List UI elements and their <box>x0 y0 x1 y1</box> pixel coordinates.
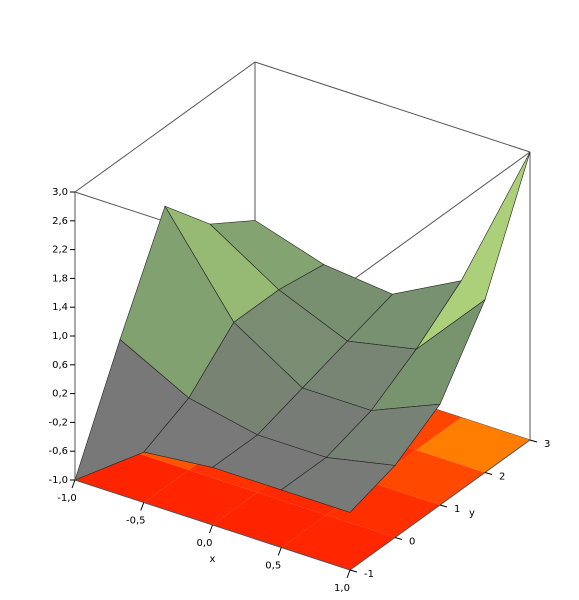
floor-contour-cell <box>143 470 258 525</box>
z-tick-label: 3,0 <box>52 187 68 198</box>
z-tick-label: 1,4 <box>52 302 68 313</box>
y-tick <box>529 439 538 443</box>
y-tick <box>394 537 403 540</box>
x-tick-label: -1,0 <box>57 493 77 504</box>
z-tick-label: 1,0 <box>52 331 68 342</box>
y-tick-label: 2 <box>499 472 505 483</box>
y-axis-label: y <box>469 508 475 519</box>
box-edge <box>254 61 531 153</box>
z-tick-label: 2,6 <box>52 216 68 227</box>
z-tick-label: -0,2 <box>48 417 68 428</box>
y-tick <box>484 472 493 475</box>
floor-contour-cell <box>281 515 395 570</box>
x-tick-label: 0,0 <box>197 538 213 549</box>
x-tick-label: 1,0 <box>334 583 350 594</box>
x-tick <box>346 569 351 579</box>
floor-contour-cell <box>212 492 327 548</box>
x-tick-label: 0,5 <box>265 561 281 572</box>
y-tick-label: 1 <box>454 504 460 515</box>
x-tick-label: -0,5 <box>126 516 146 527</box>
z-tick-label: 2,2 <box>52 245 68 256</box>
x-tick <box>140 502 145 511</box>
y-tick-label: 3 <box>544 439 550 450</box>
x-tick <box>209 524 213 534</box>
z-tick-label: 0,2 <box>52 389 68 400</box>
box-edge <box>349 151 531 283</box>
z-tick-label: 0,6 <box>52 360 68 371</box>
y-tick-label: 0 <box>409 537 415 548</box>
y-tick <box>439 504 448 508</box>
y-tick <box>349 569 358 573</box>
x-tick <box>277 547 282 556</box>
y-tick-label: -1 <box>364 569 374 580</box>
z-tick-label: 1,8 <box>52 273 68 284</box>
surface-cell <box>280 457 396 513</box>
x-tick <box>71 479 76 489</box>
floor-contour-cell <box>371 450 485 505</box>
floor-contour-cell <box>416 417 530 473</box>
x-axis-label: x <box>210 554 216 565</box>
z-tick-label: -0,6 <box>48 446 68 457</box>
z-tick-label: -1,0 <box>48 475 68 486</box>
box-edge <box>74 61 256 193</box>
